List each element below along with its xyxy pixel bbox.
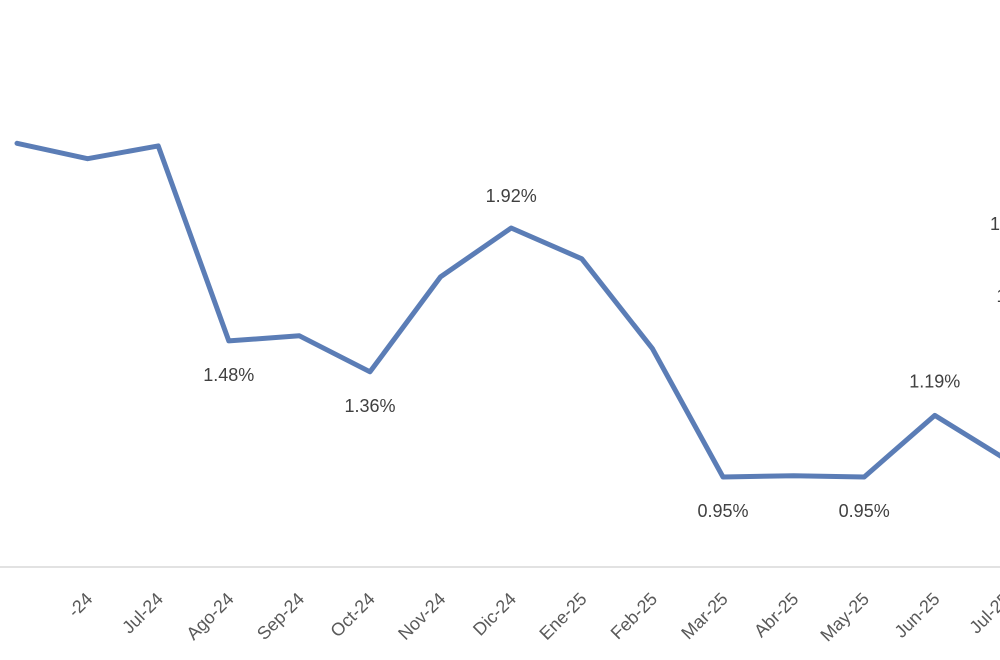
- data-label: 1.48%: [203, 365, 254, 385]
- x-tick-label: Oct-24: [326, 589, 378, 641]
- x-tick-labels: -24 Jul-24 Ago-24 Sep-24 Oct-24 Nov-24 Dic-24 E…: [64, 589, 1000, 646]
- data-label: 1.19%: [909, 371, 960, 391]
- x-tick-label: Sep-24: [253, 589, 308, 644]
- data-labels: 1.48%1.36%1.92%0.95%0.95%1.19%1.02%1.67%: [203, 186, 1000, 521]
- x-tick-label: Feb-25: [607, 589, 661, 643]
- x-tick-label: Mar-25: [677, 589, 731, 643]
- x-tick-label: Ago-24: [182, 589, 237, 644]
- data-label-partial: 1: [990, 214, 1000, 234]
- x-tick-label: Dic-24: [469, 589, 520, 640]
- data-label: 1.92%: [486, 186, 537, 206]
- data-label: 0.95%: [697, 501, 748, 521]
- x-tick-label: Ene-25: [535, 589, 590, 644]
- x-tick-label: Abr-25: [750, 589, 802, 641]
- x-tick-label: Jul-25: [965, 589, 1000, 638]
- series-line: [14, 140, 1000, 480]
- x-tick-label: Jul-24: [118, 589, 167, 638]
- x-tick-label: Jun-25: [891, 589, 944, 642]
- x-tick-label: Nov-24: [394, 589, 449, 644]
- data-label: 1.67%: [996, 286, 1000, 306]
- x-tick-label: May-25: [816, 589, 873, 646]
- data-label: 0.95%: [839, 501, 890, 521]
- data-label: 1.36%: [344, 396, 395, 416]
- x-tick-label: -24: [64, 589, 97, 622]
